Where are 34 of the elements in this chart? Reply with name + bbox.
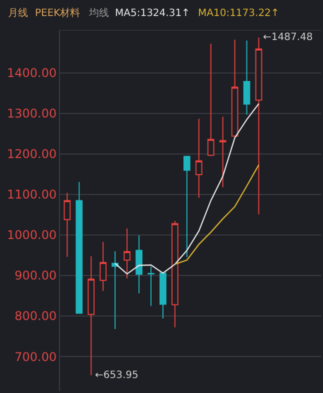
candlestick [183, 156, 190, 258]
y-tick-label: 1300.00 [6, 106, 57, 121]
annotation: ←1487.48 [263, 32, 313, 43]
candlestick [172, 220, 178, 328]
y-tick-label: 700.00 [14, 350, 57, 364]
y-tick-label: 800.00 [14, 309, 57, 324]
candlestick [136, 234, 142, 294]
candlestick [100, 241, 107, 292]
candlestick [124, 228, 130, 279]
candlestick [76, 181, 83, 314]
y-tick-label: 1400.00 [6, 66, 57, 80]
candlestick [219, 116, 226, 188]
y-tick-label: 1100.00 [6, 188, 57, 202]
candlestick [255, 37, 262, 215]
candlestick [195, 118, 202, 198]
chart-subtitle: PEEK材料 [35, 7, 80, 19]
y-tick-label: 900.00 [14, 268, 57, 283]
line-series [174, 164, 260, 265]
line-series [114, 103, 260, 275]
candlestick [243, 40, 250, 116]
y-tick-label: 1200.00 [6, 147, 57, 162]
candlestick [148, 266, 154, 306]
candlestick [231, 39, 238, 137]
candlestick [160, 272, 166, 319]
chart-title: 月线 [8, 7, 28, 19]
y-tick-label: 1000.00 [6, 228, 57, 242]
candlestick [112, 250, 119, 330]
candlestick [64, 192, 71, 258]
text: MA5:1324.31↑ [115, 8, 190, 19]
legend-title: 均线 [88, 7, 109, 19]
candlestick [207, 43, 214, 157]
annotation: ←653.95 [95, 370, 138, 381]
candlestick [88, 256, 95, 376]
text: MA10:1173.22↑ [198, 8, 280, 19]
